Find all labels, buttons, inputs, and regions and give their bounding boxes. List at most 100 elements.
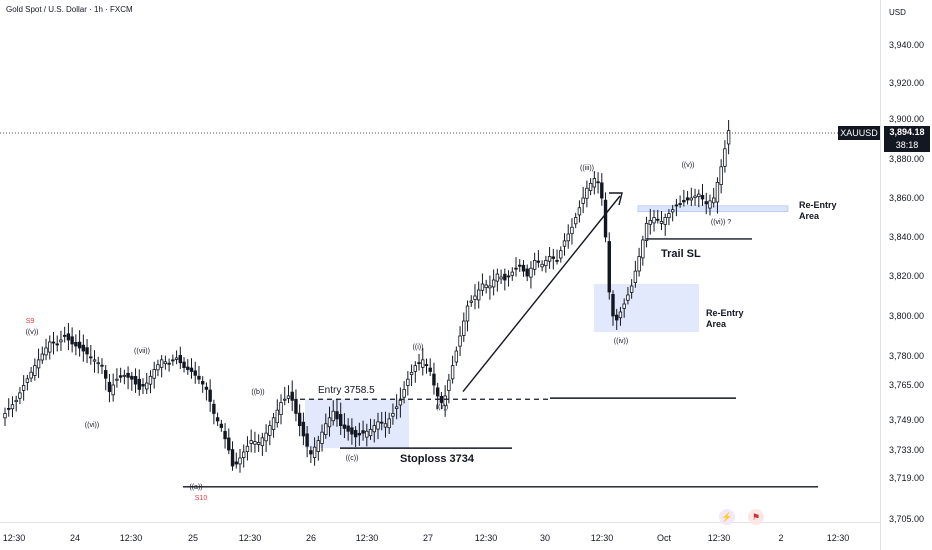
wave-label: ((vi)): [85, 422, 99, 429]
candle-body: [331, 410, 335, 422]
x-tick-label: 12:30: [356, 533, 379, 543]
candle-body: [570, 226, 574, 235]
candle-body: [178, 355, 183, 364]
candle-body: [33, 365, 37, 376]
re-entry-label-lower: Re-Entry: [706, 308, 744, 318]
candle-body: [667, 213, 671, 219]
candle-body: [607, 241, 611, 293]
candle-body: [536, 260, 541, 263]
candle-body: [547, 256, 552, 262]
candle-body: [682, 200, 686, 203]
candle-body: [383, 423, 388, 428]
candle-body: [555, 259, 559, 262]
candle-body: [544, 259, 548, 267]
candle-body: [600, 182, 604, 199]
candle-body: [428, 367, 432, 372]
us-flag-event-icon[interactable]: ⚑: [748, 509, 764, 525]
candle-body: [540, 263, 544, 268]
candle-body: [212, 403, 216, 414]
chart-title: Gold Spot / U.S. Dollar · 1h · FXCM: [6, 5, 133, 14]
candle-body: [708, 200, 712, 209]
candle-body: [447, 379, 451, 391]
candle-body: [626, 294, 630, 301]
candle-body: [186, 366, 190, 370]
candle-body: [361, 430, 365, 434]
candle-body: [309, 450, 313, 455]
candle-body: [518, 264, 522, 267]
candle-body: [279, 402, 283, 415]
candle-body: [133, 376, 138, 385]
candle-body: [421, 359, 425, 368]
candle-body: [726, 130, 731, 145]
candle-body: [77, 341, 82, 349]
candle-body: [264, 432, 268, 442]
candle-body: [74, 341, 78, 347]
candle-body: [40, 353, 44, 361]
candle-body: [29, 371, 33, 379]
candle-body: [200, 380, 205, 385]
candle-body: [693, 195, 697, 199]
candle-body: [551, 256, 556, 259]
candle-body: [48, 341, 52, 353]
candle-body: [312, 446, 317, 459]
candle-body: [290, 391, 294, 401]
candle-body: [294, 398, 298, 414]
candle-body: [484, 284, 488, 289]
candle-body: [219, 423, 224, 428]
trend-arrow-head: [609, 192, 623, 206]
candle-body: [256, 442, 261, 445]
candle-body: [14, 399, 18, 403]
candle-body: [439, 395, 444, 403]
time-axis-divider: [0, 522, 881, 523]
re-entry-label-lower: Area: [706, 319, 727, 329]
wave-label: ((vi)) ?: [711, 219, 731, 226]
candle-body: [596, 181, 600, 184]
x-tick-label: Oct: [657, 533, 672, 543]
x-tick-label: 12:30: [708, 533, 731, 543]
candle-body: [96, 362, 100, 365]
candle-body: [521, 264, 526, 272]
candle-body: [174, 357, 179, 360]
candle-body: [637, 256, 641, 272]
currency-label[interactable]: USD: [889, 8, 906, 17]
candle-body: [159, 359, 164, 368]
candle-body: [245, 445, 250, 453]
candle-body: [629, 285, 634, 293]
bar-countdown: 38:18: [884, 139, 930, 152]
candle-body: [454, 350, 459, 363]
candle-body: [44, 347, 48, 356]
candle-body: [141, 384, 145, 387]
candle-body: [253, 441, 257, 445]
candle-body: [197, 375, 201, 380]
candle-body: [577, 207, 582, 216]
candle-body: [387, 418, 391, 429]
candle-body: [238, 457, 242, 465]
candle-body: [249, 440, 253, 444]
candle-body: [592, 178, 597, 188]
x-tick-label: 30: [540, 533, 550, 543]
y-tick-label: 3,705.00: [889, 514, 924, 524]
last-price-tag: 3,894.18: [884, 126, 930, 139]
y-tick-label: 3,900.00: [889, 114, 924, 124]
candle-body: [208, 389, 212, 402]
candle-body: [107, 381, 112, 392]
candle-body: [118, 375, 123, 378]
candle-body: [89, 356, 93, 359]
candle-body: [335, 411, 339, 420]
candle-body: [417, 362, 421, 364]
candle-body: [111, 384, 115, 396]
wave-label: ((iv)): [614, 338, 628, 345]
wave-label: ((i)): [413, 344, 424, 351]
candle-body: [633, 270, 638, 284]
candle-body: [618, 311, 623, 319]
candle-body: [81, 344, 86, 352]
candle-body: [697, 193, 701, 197]
candle-body: [663, 217, 667, 225]
candle-body: [689, 197, 694, 201]
candle-body: [365, 430, 369, 438]
candle-body: [260, 437, 265, 447]
lightning-event-icon[interactable]: ⚡: [719, 509, 735, 525]
candle-body: [148, 375, 153, 385]
candle-body: [234, 461, 238, 465]
